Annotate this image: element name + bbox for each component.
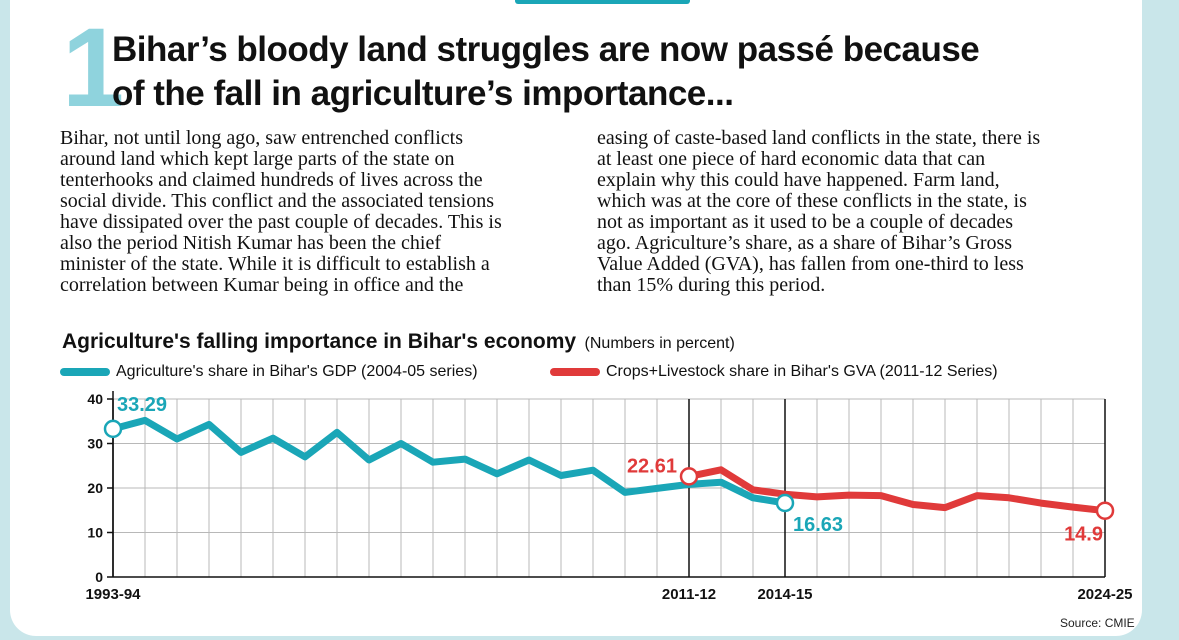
y-tick-label: 40 <box>87 391 103 407</box>
data-label-gdp-end: 16.63 <box>793 514 843 536</box>
series-line-gdp <box>109 416 789 507</box>
body-line: not as important as it used to be a coup… <box>597 211 1013 233</box>
x-tick-label: 2014-15 <box>757 586 812 603</box>
x-tick-label: 2024-25 <box>1077 586 1132 603</box>
body-line: at least one piece of hard economic data… <box>597 148 986 170</box>
data-point-gdp-end <box>775 493 795 513</box>
source-note: Source: CMIE <box>1060 616 1135 630</box>
y-tick-label: 30 <box>87 436 103 452</box>
body-line: tenterhooks and claimed hundreds of live… <box>60 169 483 191</box>
body-line: Bihar, not until long ago, saw entrenche… <box>60 127 463 149</box>
legend-item-gva: Crops+Livestock share in Bihar's GVA (20… <box>550 362 998 382</box>
body-column-right: easing of caste-based land conflicts in … <box>597 128 1097 296</box>
section-number: 1 <box>62 5 125 130</box>
headline: Bihar’s bloody land struggles are now pa… <box>112 28 1012 116</box>
headline-line-2: of the fall in agriculture’s importance.… <box>112 74 734 113</box>
legend-swatch-gdp <box>60 368 110 376</box>
body-line: than 15% during this period. <box>597 274 826 296</box>
legend-label-gva: Crops+Livestock share in Bihar's GVA (20… <box>606 363 998 380</box>
body-line: social divide. This conflict and the ass… <box>60 190 494 212</box>
y-tick-label: 10 <box>87 525 103 541</box>
body-line: Value Added (GVA), has fallen from one-t… <box>597 253 1024 275</box>
body-line: which was at the core of these conflicts… <box>597 190 1027 212</box>
headline-line-1: Bihar’s bloody land struggles are now pa… <box>112 30 980 69</box>
article-card: 1 Bihar’s bloody land struggles are now … <box>10 0 1142 636</box>
chart-title-text: Agriculture's falling importance in Biha… <box>62 330 577 353</box>
body-line: also the period Nitish Kumar has been th… <box>60 232 441 254</box>
chart-title: Agriculture's falling importance in Biha… <box>62 330 735 354</box>
body-line: easing of caste-based land conflicts in … <box>597 127 1041 149</box>
data-point-gva-end <box>1095 501 1115 520</box>
data-point-gdp-start <box>103 419 123 439</box>
line-chart: 0 10 20 30 40 1993-94 2011-12 2014-15 2024-25 33.… <box>85 391 1133 603</box>
data-point-gva-start <box>679 467 699 486</box>
y-tick-label: 0 <box>95 569 103 585</box>
legend-swatch-gva <box>550 368 600 376</box>
data-label-gva-end: 14.9 <box>1064 524 1103 546</box>
body-line: have dissipated over the past couple of … <box>60 211 502 233</box>
data-label-gva-start: 22.61 <box>627 455 677 477</box>
body-line: explain why this could have happened. Fa… <box>597 169 1000 191</box>
body-line: minister of the state. While it is diffi… <box>60 253 490 275</box>
body-line: correlation between Kumar being in offic… <box>60 274 464 296</box>
x-tick-label: 1993-94 <box>85 586 141 603</box>
top-accent-bar <box>515 0 690 4</box>
x-tick-label: 2011-12 <box>662 586 716 603</box>
body-line: ago. Agriculture’s share, as a share of … <box>597 232 1013 254</box>
body-line: around land which kept large parts of th… <box>60 148 455 170</box>
series-line-gva <box>685 466 1109 515</box>
chart-unit-note: (Numbers in percent) <box>584 335 735 352</box>
legend-item-gdp: Agriculture's share in Bihar's GDP (2004… <box>60 362 478 382</box>
y-tick-label: 20 <box>87 480 103 496</box>
legend-label-gdp: Agriculture's share in Bihar's GDP (2004… <box>116 363 478 380</box>
body-column-left: Bihar, not until long ago, saw entrenche… <box>60 128 560 296</box>
data-label-gdp-start: 33.29 <box>117 394 167 416</box>
